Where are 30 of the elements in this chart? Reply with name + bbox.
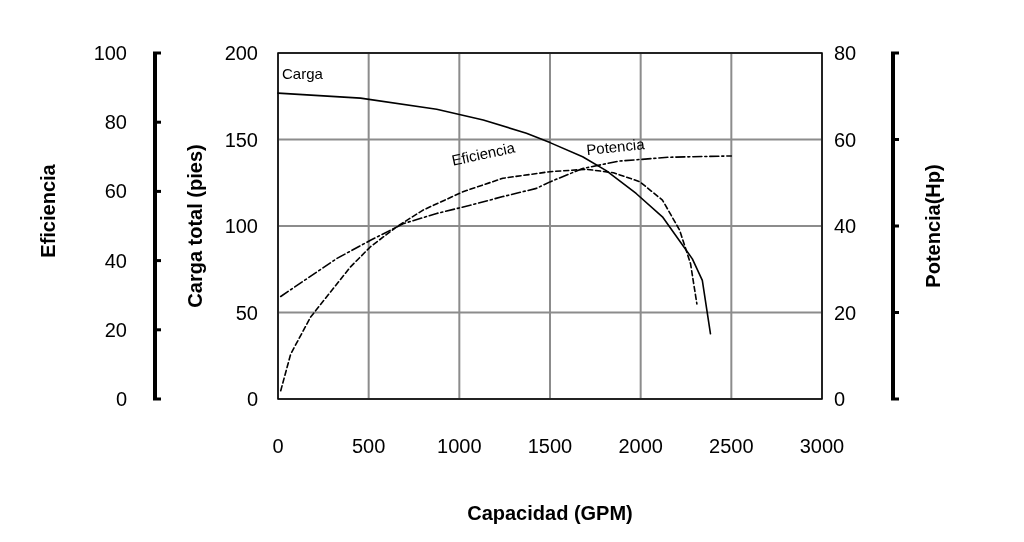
x-tick-label: 500	[351, 435, 386, 457]
y-tick-label: 200	[224, 42, 258, 64]
y3-tick-label: 20	[104, 318, 127, 341]
y3-tick-label: 80	[104, 111, 127, 134]
x-tick-label: 2000	[618, 435, 663, 457]
y2-tick-label: 60	[834, 128, 857, 151]
y2-axis-title: Potencia(Hp)	[922, 164, 944, 288]
x-axis-title: Capacidad (GPM)	[467, 502, 633, 524]
y3-tick-label: 100	[93, 42, 127, 64]
series-label: Carga	[282, 65, 324, 83]
y-tick-label: 150	[224, 128, 258, 151]
y3-tick-label: 0	[115, 388, 127, 410]
x-tick-label: 3000	[799, 435, 845, 457]
y3-tick-label: 40	[104, 249, 127, 272]
y-tick-label: 0	[246, 388, 258, 410]
y-axis-title: Carga total (pies)	[184, 144, 206, 308]
x-tick-label: 1000	[437, 435, 482, 457]
y2-tick-label: 40	[834, 215, 857, 237]
x-tick-label: 2500	[709, 435, 754, 457]
y3-axis-title: Eficiencia	[37, 163, 59, 258]
text: Eficiencia	[450, 138, 518, 169]
x-tick-label: 1500	[527, 435, 573, 457]
y-tick-label: 50	[235, 301, 258, 324]
y2-tick-label: 0	[834, 388, 846, 410]
y2-tick-label: 80	[834, 42, 857, 64]
x-tick-label: 0	[272, 435, 284, 457]
y3-tick-label: 60	[104, 180, 127, 203]
y2-tick-label: 20	[834, 301, 857, 324]
y-tick-label: 100	[224, 215, 258, 237]
text: Potencia	[585, 135, 646, 159]
